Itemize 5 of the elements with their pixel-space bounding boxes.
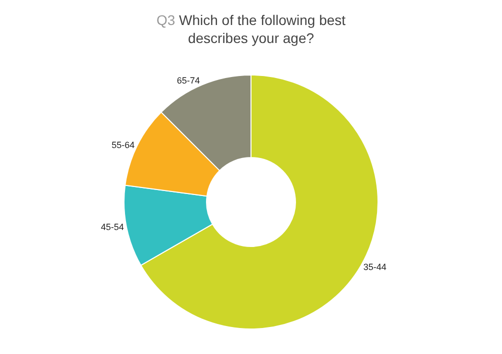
- slice-label: 35-44: [363, 262, 386, 272]
- slice-label: 55-64: [112, 140, 135, 150]
- slice-label: 45-54: [100, 222, 124, 232]
- chart-title: Q3 Which of the following best describes your age?: [156, 12, 346, 46]
- slice-label: 65-74: [176, 75, 200, 86]
